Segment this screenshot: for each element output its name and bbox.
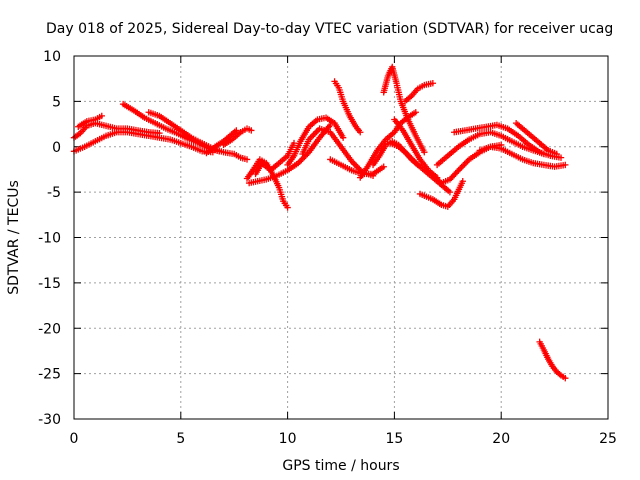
x-tick-label: 10 [279, 431, 297, 447]
y-tick-label: 5 [52, 94, 61, 110]
data-point-marker [562, 374, 569, 382]
data-point-marker [421, 148, 428, 156]
y-tick-label: -20 [38, 321, 61, 337]
data-point-marker [248, 127, 255, 134]
data-point-marker [446, 188, 454, 196]
y-axis-ticks: -30 -25 -20 -15 -10 -5 0 5 10 [38, 49, 608, 428]
data-series-group [70, 63, 569, 382]
data-point-marker [243, 156, 251, 163]
x-tick-label: 25 [599, 431, 617, 447]
series-sat-02 [70, 129, 217, 156]
series-sat-10 [252, 139, 298, 178]
data-point-marker [412, 109, 419, 116]
plot-frame [73, 55, 609, 420]
data-point-marker [459, 178, 466, 185]
y-tick-label: 10 [43, 49, 61, 65]
series-sat-17 [380, 63, 428, 156]
data-point-marker [557, 154, 565, 161]
data-point-marker [562, 161, 569, 169]
chart-title: Day 018 of 2025, Sidereal Day-to-day VTE… [46, 21, 613, 37]
series-sat-27 [536, 338, 569, 382]
series-sat-24 [451, 121, 565, 161]
x-tick-label: 15 [385, 431, 403, 447]
data-point-marker [290, 139, 298, 147]
data-point-marker [429, 80, 437, 87]
series-sat-19 [401, 80, 437, 105]
series-sat-25 [476, 143, 569, 170]
series-sat-11 [284, 114, 347, 169]
series-sat-05 [145, 109, 251, 163]
series-sat-07 [220, 125, 255, 149]
series-sat-14 [327, 156, 387, 178]
y-tick-label: -15 [38, 276, 61, 292]
y-tick-label: -5 [47, 185, 61, 201]
data-point-marker [357, 129, 364, 136]
x-tick-label: 0 [70, 431, 79, 447]
y-tick-label: -30 [38, 412, 61, 428]
x-axis-label: GPS time / hours [282, 458, 399, 474]
data-point-marker [233, 127, 240, 134]
data-point-marker [98, 112, 105, 120]
series-sat-21 [416, 178, 466, 210]
data-point-marker [284, 204, 291, 211]
data-point-marker [339, 134, 347, 141]
series-sat-13 [331, 78, 364, 136]
data-point-marker [556, 371, 563, 378]
y-tick-label: 0 [52, 140, 61, 156]
x-tick-label: 20 [492, 431, 510, 447]
data-point-marker [380, 163, 387, 170]
y-axis-label: SDTVAR / TECUs [6, 180, 22, 295]
x-tick-label: 5 [176, 431, 185, 447]
series-sat-23 [433, 129, 548, 169]
series-sat-26 [512, 119, 560, 158]
y-tick-label: -10 [38, 231, 61, 247]
series-sat-03 [75, 112, 105, 130]
y-tick-label: -25 [38, 367, 61, 383]
data-point-marker [553, 150, 560, 158]
